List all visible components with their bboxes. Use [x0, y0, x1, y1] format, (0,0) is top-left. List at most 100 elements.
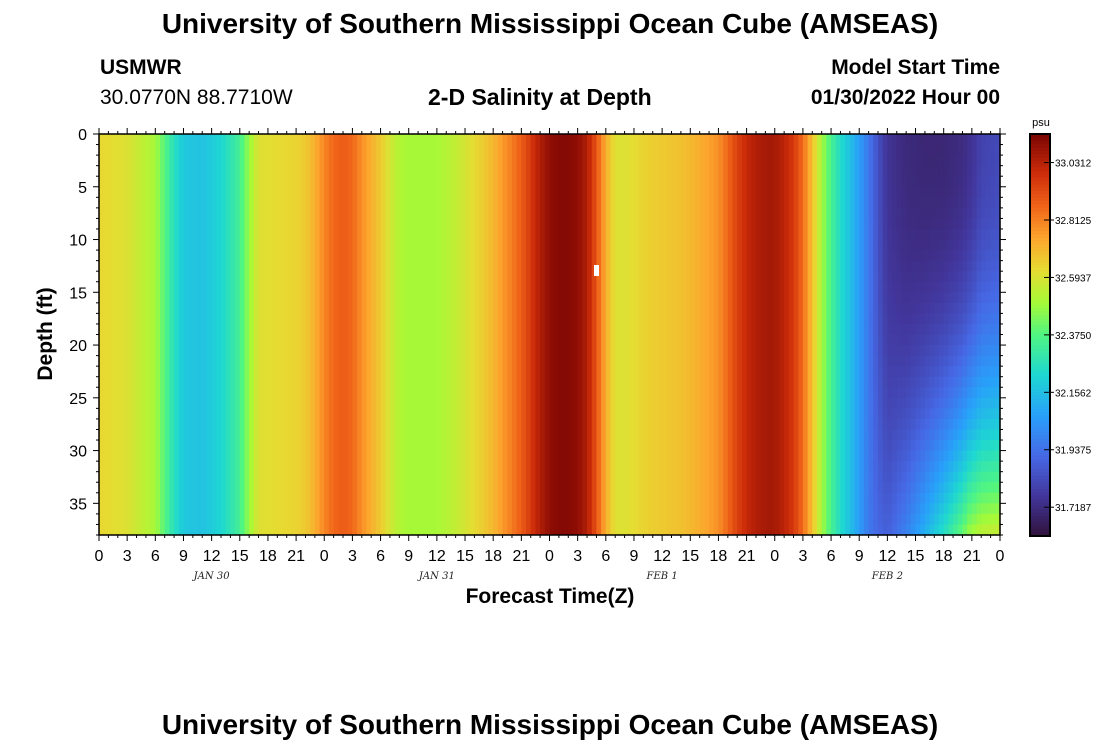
- heatmap-cell: [967, 440, 973, 452]
- heatmap-cell: [906, 503, 912, 515]
- heatmap-cell: [924, 197, 931, 209]
- heatmap-cell: [981, 144, 987, 156]
- heatmap-cell: [920, 134, 926, 146]
- heatmap-cell: [953, 186, 959, 198]
- heatmap-cell: [981, 228, 987, 241]
- heatmap-cell: [943, 134, 949, 146]
- heatmap-cell: [887, 450, 893, 462]
- colorbar-tick-label: 31.9375: [1055, 446, 1092, 457]
- heatmap-cell: [615, 134, 621, 535]
- heatmap-cell: [971, 292, 978, 304]
- heatmap-cell: [990, 503, 996, 515]
- heatmap-cell: [873, 313, 879, 325]
- heatmap-cell: [910, 397, 917, 409]
- heatmap-cell: [934, 292, 940, 304]
- heatmap-cell: [943, 461, 949, 473]
- heatmap-cell: [981, 524, 987, 536]
- heatmap-cell: [962, 492, 968, 504]
- heatmap-cell: [948, 271, 954, 283]
- heatmap-cell: [924, 418, 931, 431]
- y-tick-label: 20: [69, 338, 87, 355]
- heatmap-cell: [985, 313, 992, 325]
- heatmap-cell: [990, 524, 996, 536]
- heatmap-cell: [929, 355, 935, 367]
- heatmap-cell: [877, 418, 884, 431]
- heatmap-cell: [901, 408, 907, 420]
- heatmap-cell: [896, 387, 903, 399]
- heatmap-cell: [310, 134, 316, 535]
- y-tick-label: 5: [78, 180, 87, 197]
- heatmap-cell: [873, 366, 879, 378]
- heatmap-cell: [868, 134, 874, 146]
- heatmap-cell: [924, 228, 931, 241]
- heatmap-cell: [948, 524, 954, 536]
- heatmap-cell: [981, 513, 987, 526]
- heatmap-cell: [967, 471, 973, 483]
- heatmap-cell: [995, 228, 1001, 241]
- heatmap-cell: [938, 218, 945, 230]
- heatmap-cell: [877, 197, 884, 209]
- heatmap-cell: [901, 345, 907, 357]
- colorbar-swatch: [1030, 214, 1050, 219]
- heatmap-cell: [990, 313, 996, 325]
- heatmap-cell: [971, 165, 978, 177]
- heatmap-cell: [943, 397, 949, 409]
- colorbar-swatch: [1030, 281, 1050, 286]
- heatmap-cell: [934, 482, 940, 494]
- heatmap-cell: [995, 165, 1001, 177]
- heatmap-cell: [981, 207, 987, 220]
- heatmap-cell: [967, 155, 973, 167]
- heatmap-cell: [920, 260, 926, 272]
- heatmap-cell: [943, 197, 949, 209]
- colorbar-swatch: [1030, 361, 1050, 366]
- heatmap-cell: [882, 281, 888, 293]
- heatmap-cell: [877, 155, 884, 167]
- heatmap-cell: [887, 492, 893, 504]
- heatmap-cell: [948, 165, 954, 177]
- heatmap-cell: [493, 134, 499, 535]
- heatmap-cell: [953, 482, 959, 494]
- heatmap-cell: [920, 176, 926, 188]
- heatmap-cell: [953, 313, 959, 325]
- heatmap-cell: [690, 134, 696, 535]
- colorbar-swatch: [1030, 177, 1050, 182]
- heatmap-cell: [877, 408, 884, 420]
- x-tick-label: 12: [428, 548, 446, 565]
- heatmap-cell: [497, 134, 504, 535]
- heatmap-cell: [577, 134, 583, 535]
- heatmap-cell: [924, 397, 931, 409]
- heatmap-cell: [990, 440, 996, 452]
- heatmap-cell: [868, 281, 874, 293]
- heatmap-cell: [910, 513, 917, 526]
- colorbar-swatch: [1030, 274, 1050, 279]
- heatmap-cell: [920, 207, 926, 220]
- heatmap-cell: [915, 429, 921, 441]
- heatmap-cell: [676, 134, 682, 535]
- heatmap-cell: [990, 250, 996, 262]
- heatmap-cell: [896, 524, 903, 536]
- heatmap-cell: [896, 345, 903, 357]
- heatmap-cell: [948, 218, 954, 230]
- heatmap-cell: [948, 239, 954, 251]
- heatmap-cell: [943, 440, 949, 452]
- colorbar-swatch: [1030, 247, 1050, 252]
- heatmap-cell: [892, 387, 898, 399]
- heatmap-cell: [906, 207, 912, 220]
- heatmap-cell: [967, 313, 973, 325]
- heatmap-cell: [877, 176, 884, 188]
- heatmap-cell: [948, 513, 954, 526]
- colorbar-swatch: [1030, 324, 1050, 329]
- heatmap-cell: [967, 239, 973, 251]
- heatmap-cell: [727, 134, 734, 535]
- heatmap-cell: [985, 176, 992, 188]
- heatmap-cell: [938, 186, 945, 198]
- heatmap-cell: [962, 239, 968, 251]
- heatmap-cell: [990, 271, 996, 283]
- colorbar-swatch: [1030, 499, 1050, 504]
- heatmap-cell: [868, 440, 874, 452]
- heatmap-cell: [957, 281, 964, 293]
- heatmap-cell: [197, 134, 203, 535]
- heatmap-cell: [896, 503, 903, 515]
- heatmap-cell: [948, 366, 954, 378]
- heatmap-cell: [981, 260, 987, 272]
